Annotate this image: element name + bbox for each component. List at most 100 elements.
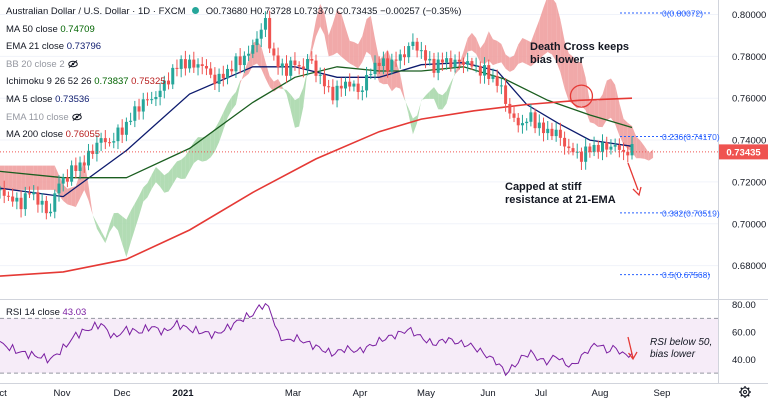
cloud-segment [484, 31, 489, 65]
cloud-segment [594, 100, 599, 127]
candle-body [310, 58, 314, 61]
cloud-segment [164, 172, 169, 193]
cloud-segment [113, 212, 118, 231]
legend-value: 0.73536 [52, 93, 90, 105]
candle-body [32, 192, 36, 195]
candle-body [474, 65, 478, 67]
candle-body [622, 149, 626, 152]
legend-row[interactable]: BB 20 close 2 [6, 56, 461, 74]
candle-body [137, 106, 141, 112]
candle-body [394, 59, 398, 61]
candle-body [407, 46, 411, 58]
candle-body [386, 58, 390, 72]
cloud-segment [547, 0, 552, 55]
cloud-segment [316, 3, 321, 37]
cloud-segment [636, 136, 641, 159]
price-tick-label: 0.74000 [732, 136, 766, 147]
candle-body [436, 59, 440, 73]
candle-body [285, 63, 289, 76]
candle-body [428, 58, 432, 61]
candle-body [238, 56, 242, 66]
legend-row[interactable]: EMA 110 close [6, 109, 461, 127]
cloud-segment [446, 82, 451, 104]
gear-hub [743, 390, 747, 394]
candle-body [306, 58, 310, 70]
candle-body [263, 17, 267, 30]
candle-body [424, 50, 428, 61]
candle-body [49, 211, 53, 214]
bearish-arrow [627, 162, 639, 191]
cloud-segment [526, 40, 531, 67]
candle-body [390, 59, 394, 72]
candle-body [499, 85, 503, 87]
cloud-segment [227, 96, 232, 118]
cloud-segment [122, 216, 127, 258]
candle-body [23, 193, 27, 210]
gear-tooth [747, 387, 750, 390]
candle-body [525, 121, 529, 124]
candle-body [133, 106, 137, 121]
candle-body [331, 86, 335, 101]
candle-body [61, 177, 65, 184]
candle-body [466, 61, 470, 65]
rsi-tick-label: 60.00 [732, 328, 756, 339]
eye-hidden-icon[interactable] [71, 112, 82, 121]
time-tick-label: Dec [114, 388, 131, 399]
cloud-segment [181, 155, 186, 179]
legend-row[interactable]: MA 5 close 0.73536 [6, 91, 461, 109]
cloud-segment [644, 146, 649, 161]
cloud-segment [4, 165, 9, 190]
ma-line-ema-21 [0, 61, 633, 198]
cloud-segment [400, 74, 405, 100]
settings-gear-icon[interactable] [739, 386, 751, 398]
cloud-segment [16, 165, 22, 190]
rsi-legend-value: 43.03 [62, 307, 87, 318]
candle-body [108, 142, 112, 144]
legend-value: 0.75325 [128, 76, 166, 88]
candle-body [449, 58, 453, 68]
candle-body [546, 128, 550, 134]
candle-body [322, 74, 326, 87]
candle-body [617, 145, 621, 150]
eye-hidden-icon[interactable] [67, 59, 78, 68]
candle-body [247, 53, 251, 56]
candle-body [78, 162, 82, 171]
candle-body [314, 60, 318, 76]
candle-body [242, 55, 246, 66]
cloud-segment [96, 222, 102, 236]
legend-row[interactable]: EMA 21 close 0.73796 [6, 38, 461, 56]
price-tick-label: 0.72000 [732, 177, 766, 188]
candle-body [613, 145, 617, 147]
annotation-capped: resistance at 21-EMA [505, 194, 616, 206]
cloud-segment [522, 37, 527, 65]
legend-row[interactable]: MA 200 close 0.76055 [6, 126, 461, 144]
cloud-segment [648, 149, 654, 161]
candle-body [487, 65, 491, 79]
cloud-segment [501, 44, 506, 69]
time-tick-label: Jun [480, 388, 495, 399]
cloud-segment [396, 61, 401, 89]
candle-body [120, 127, 124, 135]
candle-body [226, 68, 230, 79]
cloud-segment [50, 165, 55, 190]
candle-body [53, 193, 57, 212]
candle-body [99, 138, 103, 143]
candle-body [369, 74, 373, 76]
legend-value: 0.73796 [64, 41, 102, 53]
legend-row[interactable]: MA 50 close 0.74709 [6, 21, 461, 39]
cloud-segment [311, 19, 316, 53]
cloud-segment [130, 203, 135, 243]
cloud-segment [488, 31, 493, 66]
cloud-segment [328, 23, 333, 57]
candle-body [373, 62, 377, 75]
legend-row[interactable]: Ichimoku 9 26 52 26 0.73837 0.75325 [6, 73, 461, 91]
candle-body [91, 150, 95, 154]
candle-body [162, 80, 166, 91]
candle-body [82, 162, 86, 166]
bearish-arrow-head [632, 186, 642, 197]
cloud-segment [282, 86, 287, 95]
time-tick-label: Nov [54, 388, 71, 399]
candle-body [356, 83, 360, 92]
cloud-segment [257, 40, 262, 69]
